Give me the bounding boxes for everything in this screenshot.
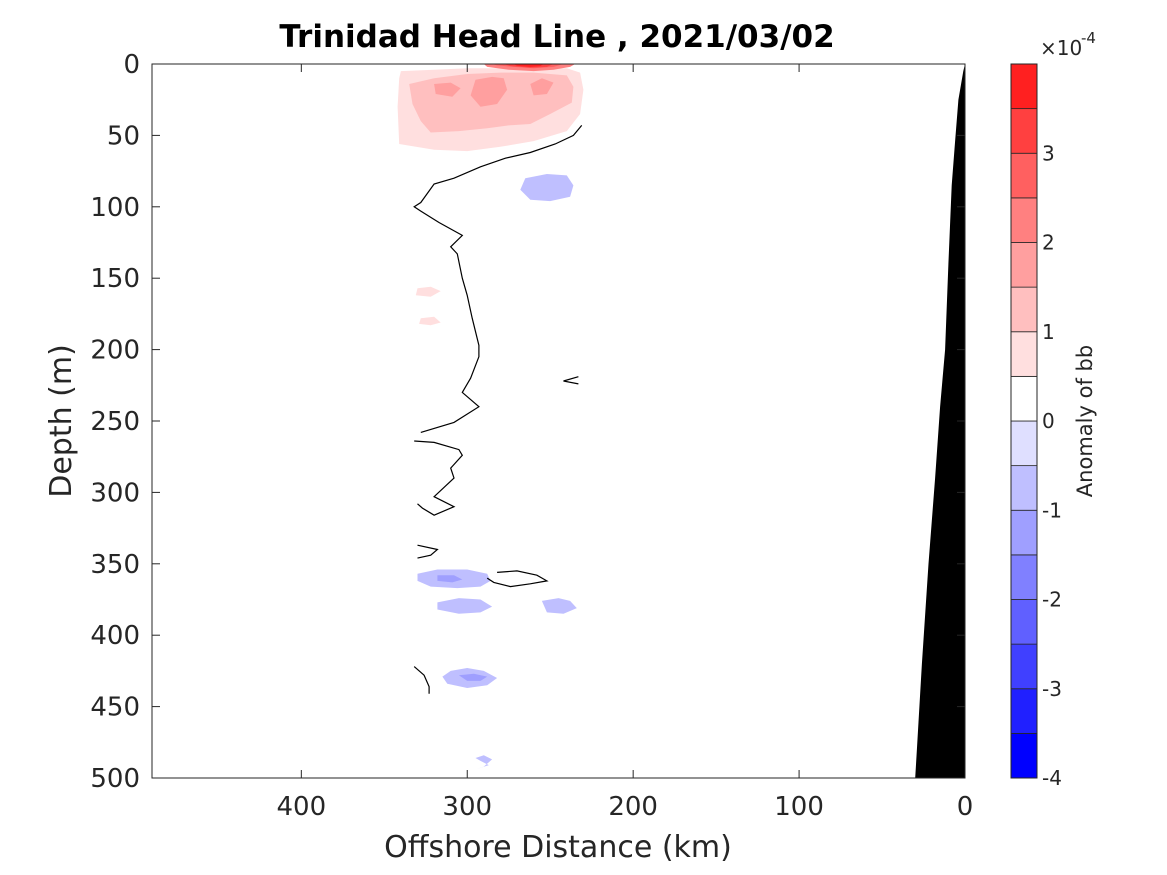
colorbar-tick-label: -4 xyxy=(1042,766,1062,790)
colorbar-bin-10 xyxy=(1010,286,1038,333)
x-axis-label: Offshore Distance (km) xyxy=(384,830,732,865)
colorbar: -4 -3 -2 -1 0 1 2 3 xyxy=(1010,63,1062,790)
zero-contour-lines xyxy=(413,125,583,694)
x-axis-ticks: 400 300 200 100 0 xyxy=(277,64,974,822)
colorbar-tick-label: 2 xyxy=(1042,231,1055,255)
y-tick-label: 250 xyxy=(90,407,140,437)
zero-contour-4 xyxy=(563,376,579,385)
colorbar-bin-7 xyxy=(1010,420,1038,467)
colorbar-tick-label: -1 xyxy=(1042,498,1062,522)
anomaly-region-10 xyxy=(415,286,441,297)
colorbar-bin-4 xyxy=(1010,554,1038,600)
colorbar-tick-label: -2 xyxy=(1042,588,1062,612)
anomaly-region-9 xyxy=(520,174,574,202)
y-tick-label: 450 xyxy=(90,693,140,723)
chart-title: Trinidad Head Line , 2021/03/02 xyxy=(279,19,834,55)
anomaly-region-3 xyxy=(434,82,461,97)
anomaly-region-15 xyxy=(541,598,577,614)
plot-fills xyxy=(397,64,584,770)
anomaly-region-14 xyxy=(437,598,493,614)
x-tick-label: 0 xyxy=(957,792,974,822)
y-tick-label: 300 xyxy=(90,478,140,508)
colorbar-bin-15 xyxy=(1010,63,1038,110)
anomaly-region-2 xyxy=(470,76,508,107)
colorbar-tick-label: 1 xyxy=(1042,320,1055,344)
y-tick-label: 150 xyxy=(90,264,140,294)
x-tick-label: 100 xyxy=(774,792,824,822)
bathymetry-fill xyxy=(915,64,965,778)
anomaly-region-18 xyxy=(475,755,493,770)
colorbar-exponent: ×10 -4 xyxy=(1040,29,1096,60)
colorbar-exponent-base: ×10 xyxy=(1040,36,1082,60)
zero-contour-5 xyxy=(413,666,430,694)
colorbar-bin-13 xyxy=(1010,152,1038,199)
zero-contour-3 xyxy=(486,570,549,588)
colorbar-frame xyxy=(1010,63,1038,779)
y-axis-ticks: 0 50 100 150 200 250 300 350 400 450 500 xyxy=(90,50,965,794)
y-tick-label: 400 xyxy=(90,621,140,651)
y-tick-label: 100 xyxy=(90,193,140,223)
y-tick-label: 350 xyxy=(90,550,140,580)
colorbar-bin-3 xyxy=(1010,599,1038,645)
colorbar-bin-5 xyxy=(1010,509,1038,556)
plot-frame xyxy=(151,63,966,779)
bathymetry-layer xyxy=(915,64,965,778)
colorbar-bin-14 xyxy=(1010,108,1038,154)
colorbar-bin-1 xyxy=(1010,688,1038,734)
colorbar-tick-label: 0 xyxy=(1042,409,1055,433)
zero-contour-2 xyxy=(417,544,439,559)
colorbar-label: Anomaly of bb xyxy=(1073,345,1097,497)
colorbar-bin-8 xyxy=(1010,375,1038,422)
zero-contour-0 xyxy=(413,125,583,433)
colorbar-bin-6 xyxy=(1010,465,1038,511)
y-axis-label: Depth (m) xyxy=(44,344,79,498)
y-tick-label: 50 xyxy=(107,121,140,151)
colorbar-bin-12 xyxy=(1010,197,1038,243)
anomaly-region-13 xyxy=(437,575,463,583)
y-tick-label: 200 xyxy=(90,336,140,366)
colorbar-bin-0 xyxy=(1010,732,1038,779)
colorbar-exponent-power: -4 xyxy=(1081,29,1096,47)
y-tick-label: 0 xyxy=(123,50,140,80)
x-tick-label: 200 xyxy=(608,792,658,822)
x-tick-label: 400 xyxy=(277,792,327,822)
colorbar-tick-label: 3 xyxy=(1042,141,1055,165)
anomaly-region-11 xyxy=(419,316,441,326)
anomaly-region-4 xyxy=(530,78,554,96)
colorbar-bin-2 xyxy=(1010,643,1038,690)
zero-contour-1 xyxy=(414,440,464,516)
y-tick-label: 500 xyxy=(90,764,140,794)
colorbar-bin-11 xyxy=(1010,242,1038,288)
anomaly-region-17 xyxy=(458,673,488,681)
anomaly-region-8 xyxy=(513,64,544,67)
colorbar-tick-label: -3 xyxy=(1042,677,1062,701)
colorbar-bin-9 xyxy=(1010,331,1038,377)
x-tick-label: 300 xyxy=(442,792,492,822)
